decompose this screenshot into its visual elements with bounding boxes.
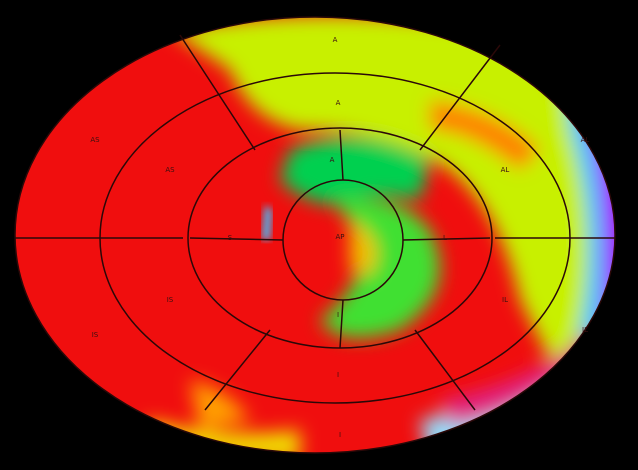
segment-label: L (443, 234, 447, 242)
segment-label: IS (92, 331, 99, 339)
segment-label: AS (165, 166, 175, 174)
segment-label: AL (501, 166, 510, 174)
segment-label: I (339, 431, 341, 439)
segment-label: AL (581, 136, 590, 144)
segment-label: A (333, 36, 338, 44)
segment-label: IL (582, 326, 588, 334)
segment-label: AP (335, 233, 344, 241)
segment-label: S (228, 234, 233, 242)
segment-label: A (336, 99, 341, 107)
segment-label: I (337, 311, 339, 319)
segment-label: IS (167, 296, 174, 304)
segment-label: AS (90, 136, 100, 144)
polar-map: AALILIISASAALILIISASALISAP (0, 0, 638, 470)
segment-label: I (337, 371, 339, 379)
segment-label: A (330, 156, 335, 164)
segment-label: IL (502, 296, 508, 304)
